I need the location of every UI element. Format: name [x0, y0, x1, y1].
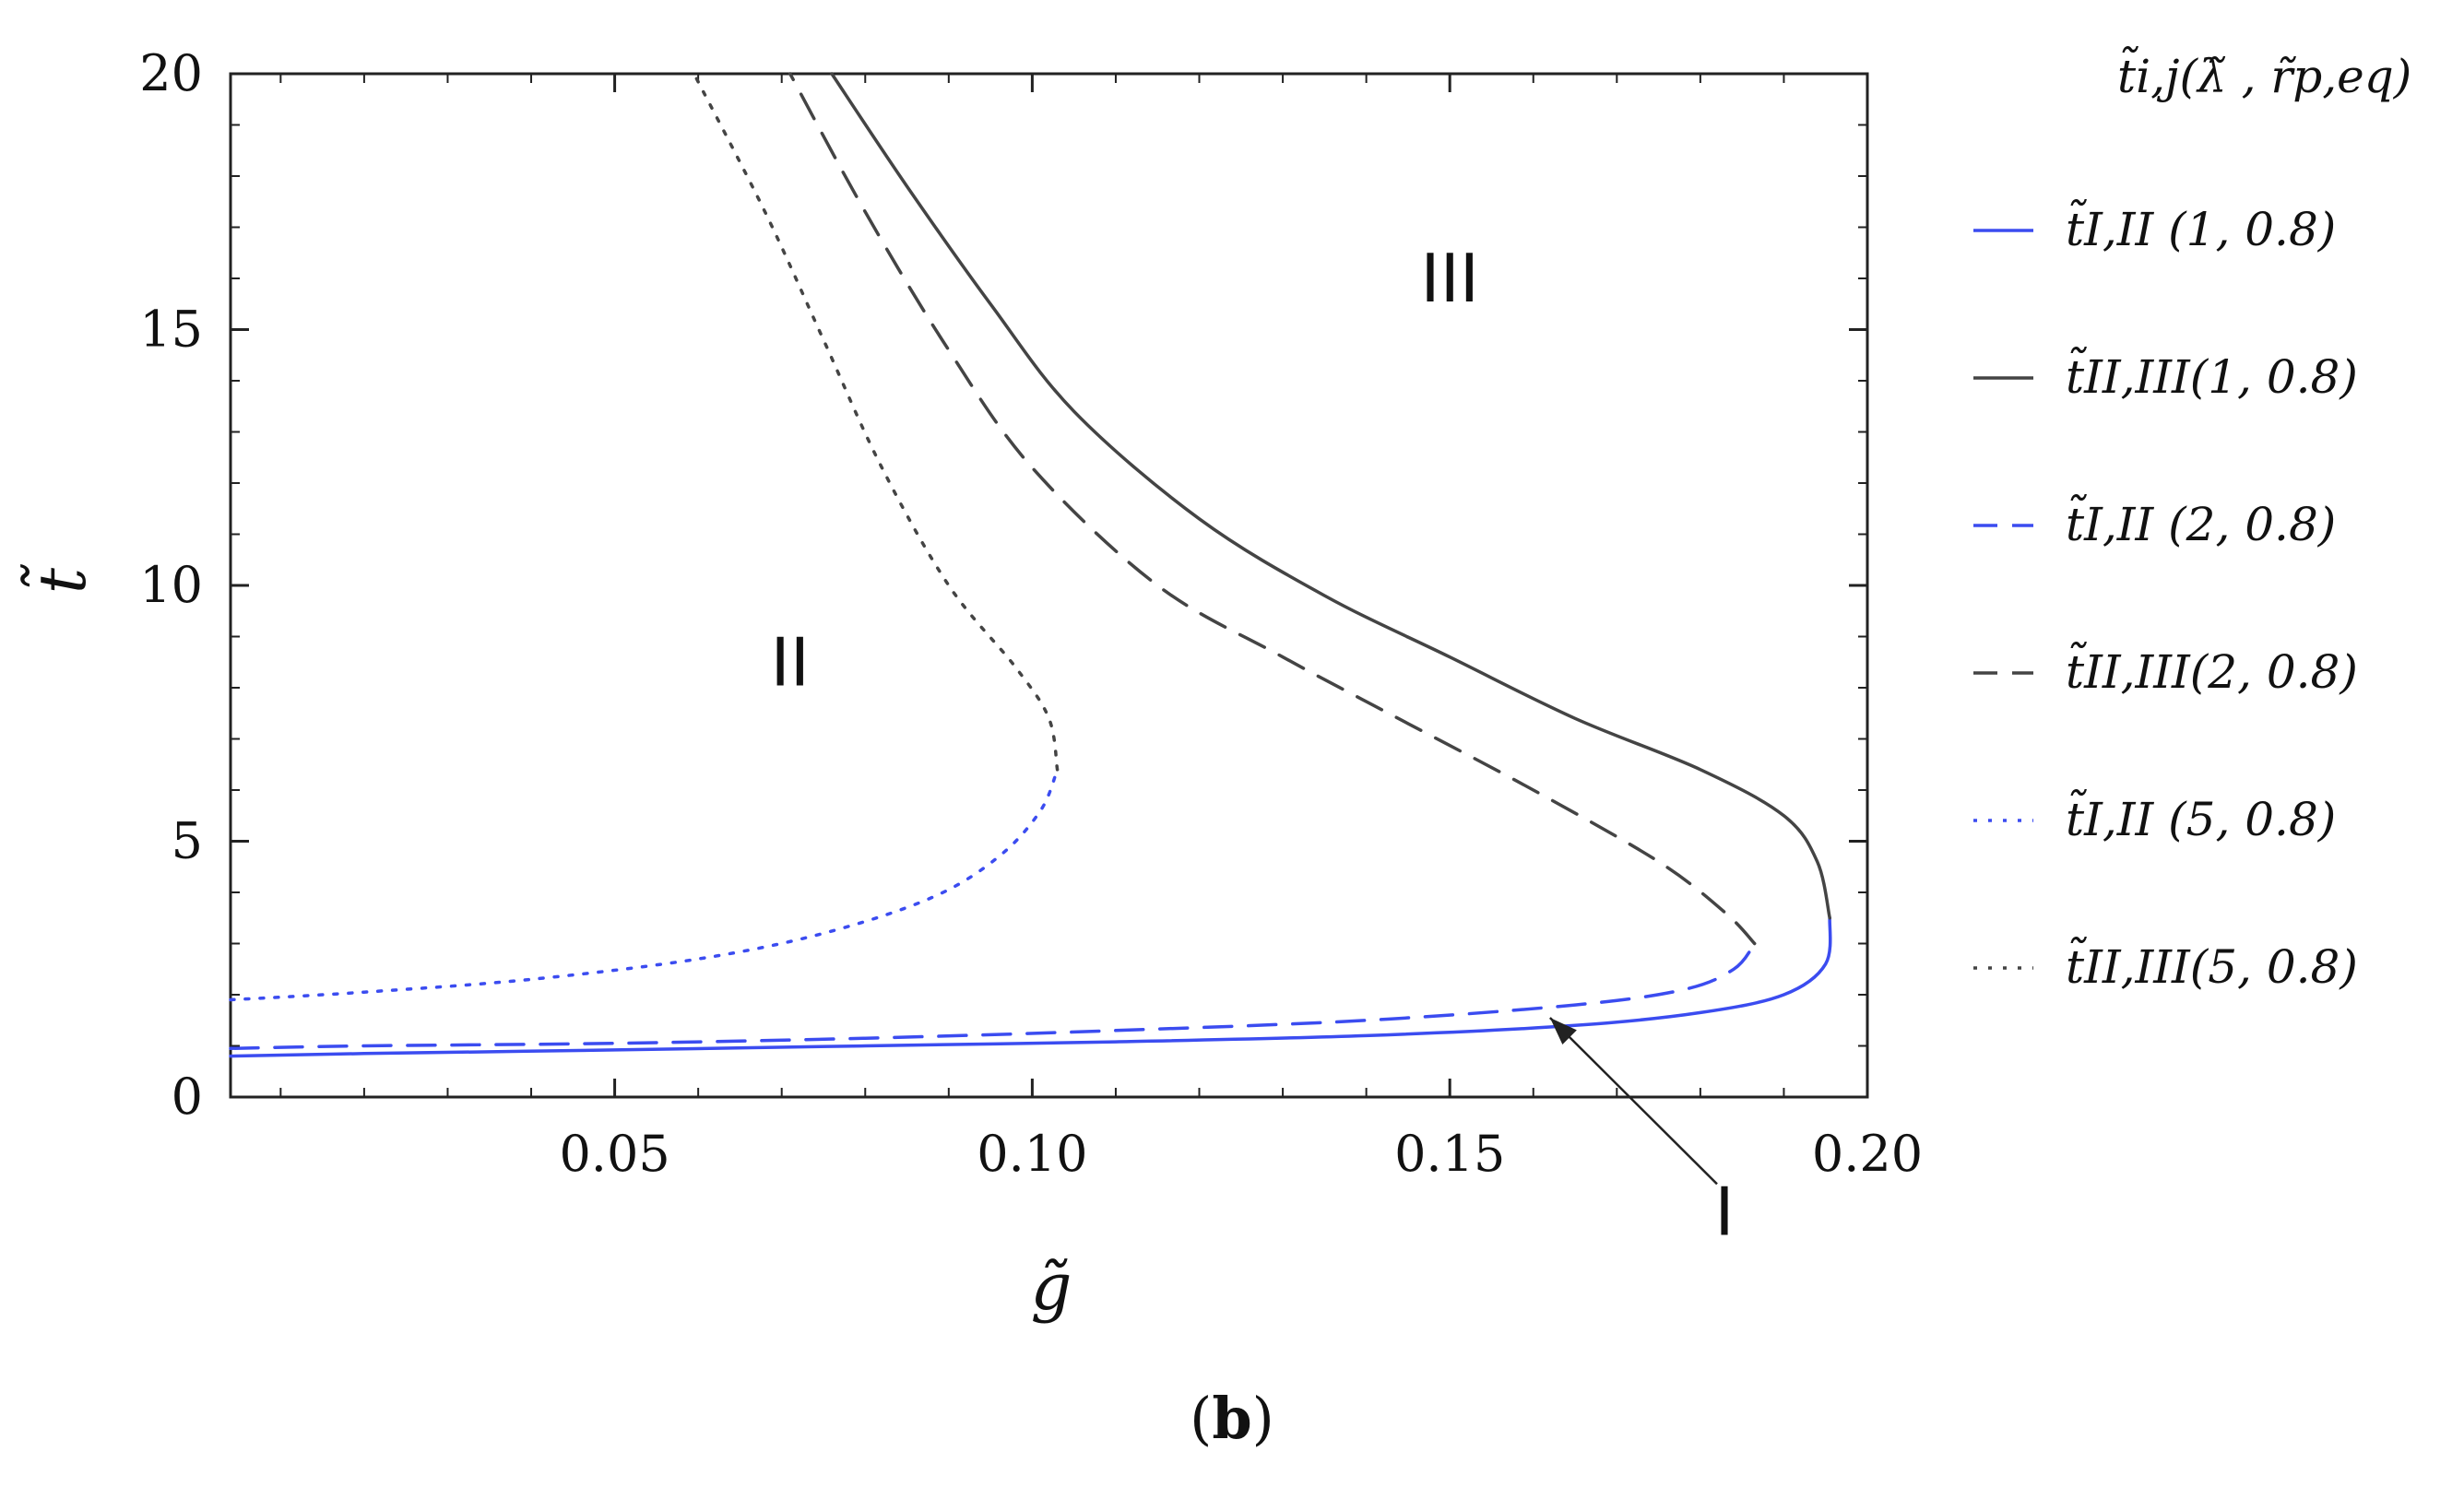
axis-ticks — [231, 72, 1869, 1099]
region-label-i: I — [1714, 1173, 1734, 1250]
series-line-1 — [830, 72, 1831, 920]
annotation-arrow-line — [1548, 1017, 1718, 1186]
y-tick-label: 20 — [139, 44, 203, 102]
y-tick-label: 15 — [139, 301, 203, 359]
x-tick-label: 0.10 — [977, 1125, 1087, 1183]
y-tick-label: 0 — [172, 1068, 203, 1126]
x-tick-label: 0.15 — [1394, 1125, 1505, 1183]
y-tick-label: 10 — [139, 556, 203, 614]
legend-label-1: t̃II,III(1, 0.8) — [2066, 347, 2358, 404]
x-tick-label: 0.05 — [559, 1125, 669, 1183]
caption-open-paren: ( — [1190, 1385, 1212, 1452]
region-label-ii: II — [771, 623, 810, 701]
y-tick-label: 5 — [172, 812, 203, 870]
series-line-2 — [229, 941, 1757, 1051]
figure-caption: (b) — [1190, 1385, 1274, 1452]
tick-label-group: 0.05 0.10 0.15 0.20 0 5 10 15 20 — [139, 44, 1923, 1183]
series-line-5 — [692, 72, 1060, 772]
x-tick-label: 0.20 — [1812, 1125, 1923, 1183]
series-group — [229, 72, 1832, 1058]
region-label-iii: III — [1420, 240, 1479, 317]
legend-title: t̃i,j(λ̃ , r̃p,eq) — [2117, 46, 2411, 103]
legend-label-3: t̃II,III(2, 0.8) — [2066, 642, 2358, 699]
legend-label-5: t̃II,III(5, 0.8) — [2066, 937, 2358, 994]
series-line-4 — [229, 768, 1060, 1002]
annotation-arrow-head — [1549, 1017, 1577, 1044]
legend: t̃I,II (1, 0.8) t̃II,III(1, 0.8) t̃I,II (2… — [1973, 199, 2358, 994]
y-axis-label: t̃ — [21, 564, 101, 594]
legend-label-4: t̃I,II (5, 0.8) — [2066, 789, 2336, 846]
caption-letter: b — [1212, 1385, 1251, 1452]
plot-frame — [229, 72, 1869, 1099]
x-axis-label: g̃ — [1031, 1249, 1072, 1325]
legend-label-0: t̃I,II (1, 0.8) — [2066, 199, 2336, 256]
legend-label-2: t̃I,II (2, 0.8) — [2066, 494, 2336, 551]
series-line-0 — [229, 916, 1832, 1058]
series-line-3 — [788, 72, 1757, 946]
caption-close-paren: ) — [1252, 1385, 1274, 1452]
annotation-group — [1548, 1017, 1718, 1186]
